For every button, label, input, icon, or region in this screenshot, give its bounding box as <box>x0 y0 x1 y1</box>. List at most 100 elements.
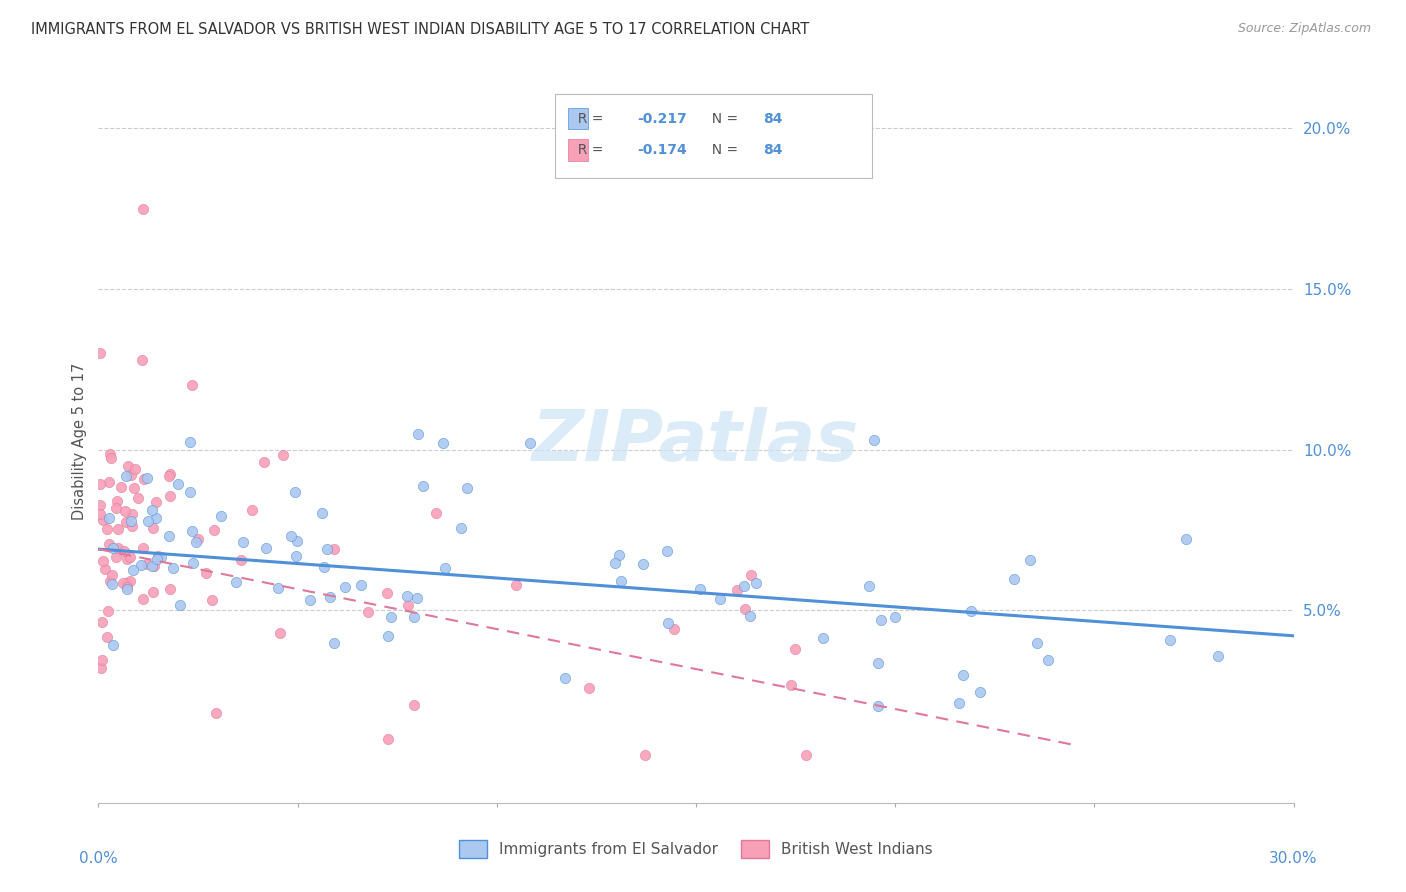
Point <box>90 653 112 667</box>
Point <box>132 202 155 216</box>
Point <box>96 522 118 536</box>
Point <box>610 574 633 589</box>
Point <box>143 558 166 573</box>
Text: N =: N = <box>703 112 742 126</box>
Point <box>434 561 457 575</box>
Point <box>209 509 232 524</box>
Point <box>404 698 426 713</box>
Point <box>578 681 600 695</box>
Point <box>101 638 124 652</box>
Text: -0.217: -0.217 <box>637 112 686 126</box>
Point <box>377 731 399 746</box>
Point <box>145 552 167 566</box>
Point <box>375 586 398 600</box>
Text: ■: ■ <box>569 141 586 159</box>
Point <box>97 511 120 525</box>
Point <box>105 549 128 564</box>
Point <box>785 642 807 657</box>
Point <box>225 574 247 589</box>
Point <box>406 591 429 606</box>
Point <box>868 699 890 714</box>
Point <box>114 504 136 518</box>
Point <box>657 615 679 630</box>
Point <box>519 436 541 450</box>
Point <box>738 608 761 623</box>
Point <box>734 602 756 616</box>
Point <box>733 579 755 593</box>
Point <box>141 503 163 517</box>
Point <box>662 622 685 636</box>
Point <box>631 557 654 571</box>
Point <box>179 435 201 450</box>
Point <box>725 582 748 597</box>
Point <box>180 378 202 392</box>
Point <box>425 506 447 520</box>
Point <box>120 550 142 565</box>
Point <box>115 576 138 591</box>
Point <box>89 476 111 491</box>
Point <box>132 472 155 486</box>
Point <box>121 519 143 533</box>
Point <box>298 593 321 607</box>
Point <box>959 604 981 618</box>
Text: -0.174: -0.174 <box>637 143 686 157</box>
Point <box>150 550 173 565</box>
Point <box>94 562 117 576</box>
Point <box>254 541 277 556</box>
Point <box>605 556 627 570</box>
Point <box>157 529 180 543</box>
Point <box>280 529 302 543</box>
Point <box>655 544 678 558</box>
Point <box>412 479 434 493</box>
Point <box>118 574 141 588</box>
Point <box>112 543 135 558</box>
Point <box>145 495 167 509</box>
Point <box>205 706 228 720</box>
Point <box>117 582 139 596</box>
Point <box>159 469 181 483</box>
Point <box>107 522 129 536</box>
Point <box>184 535 207 549</box>
Point <box>740 567 762 582</box>
Point <box>349 578 371 592</box>
Point <box>1036 653 1059 667</box>
Text: 84: 84 <box>763 143 783 157</box>
Legend: Immigrants from El Salvador, British West Indians: Immigrants from El Salvador, British Wes… <box>453 834 939 863</box>
Point <box>285 549 308 564</box>
Point <box>120 514 142 528</box>
Point <box>136 514 159 528</box>
Point <box>316 541 339 556</box>
Point <box>357 605 380 619</box>
Point <box>253 455 276 469</box>
Point <box>870 613 893 627</box>
Point <box>141 558 163 573</box>
Point <box>1174 532 1197 546</box>
Point <box>107 541 129 555</box>
Point <box>132 541 155 556</box>
Point <box>398 598 420 612</box>
Point <box>607 548 630 562</box>
Point <box>183 556 205 570</box>
Text: 84: 84 <box>763 112 783 126</box>
Point <box>131 352 153 367</box>
Point <box>271 448 294 462</box>
Point <box>380 609 402 624</box>
Point <box>969 684 991 698</box>
Point <box>396 589 419 603</box>
Point <box>98 447 121 461</box>
Point <box>104 501 127 516</box>
Point <box>323 541 346 556</box>
Point <box>554 672 576 686</box>
Point <box>115 515 138 529</box>
Point <box>93 554 115 568</box>
Point <box>456 481 478 495</box>
Point <box>314 559 336 574</box>
Point <box>129 558 152 573</box>
Point <box>505 578 527 592</box>
Point <box>159 467 181 482</box>
Text: 30.0%: 30.0% <box>1270 851 1317 866</box>
Text: N =: N = <box>703 143 742 157</box>
Point <box>120 468 142 483</box>
Point <box>863 433 886 447</box>
Text: IMMIGRANTS FROM EL SALVADOR VS BRITISH WEST INDIAN DISABILITY AGE 5 TO 17 CORREL: IMMIGRANTS FROM EL SALVADOR VS BRITISH W… <box>31 22 810 37</box>
